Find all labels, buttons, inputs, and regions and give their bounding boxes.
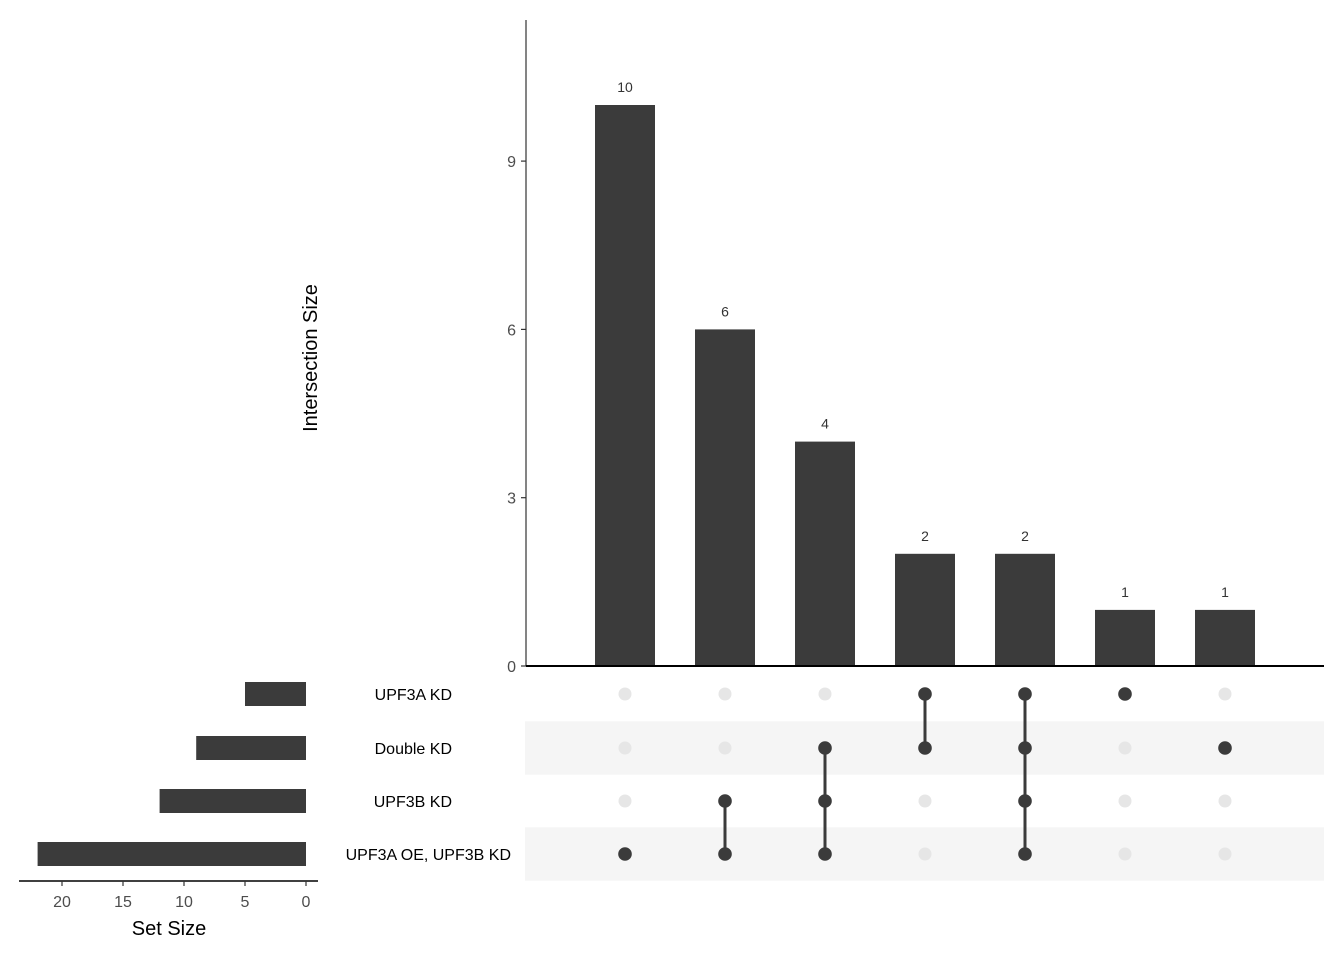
matrix-dot-active [918, 741, 932, 755]
set-size-bar [37, 842, 306, 866]
matrix-dot-inactive [718, 687, 732, 701]
intersection-bar [895, 553, 955, 666]
set-axis-tick-label: 0 [302, 894, 311, 911]
matrix-dot-active [1018, 687, 1032, 701]
matrix-dot-active [818, 794, 832, 808]
set-label: Double KD [375, 741, 452, 758]
matrix-dot-active [1218, 741, 1232, 755]
set-labels: UPF3A KD Double KD UPF3B KD UPF3A OE, UPF3B… [346, 687, 511, 864]
matrix-dot-active [718, 847, 732, 861]
y-tick-label: 0 [507, 659, 516, 676]
set-size-bars [37, 682, 306, 866]
intersection-bar [795, 441, 855, 666]
matrix-dot-inactive [1218, 847, 1232, 861]
bar-value-label: 1 [1121, 584, 1129, 600]
matrix-dot-active [1118, 687, 1132, 701]
bar-value-label: 6 [721, 303, 729, 319]
matrix-dot-active [618, 847, 632, 861]
intersection-bar [595, 105, 655, 666]
set-size-bar [245, 682, 306, 706]
matrix-dot-inactive [818, 687, 832, 701]
bar-value-label: 2 [1021, 528, 1029, 544]
bar-value-label: 4 [821, 416, 829, 432]
set-label: UPF3A KD [375, 687, 452, 704]
set-axis-tick-label: 5 [241, 894, 250, 911]
intersection-bar [1195, 609, 1255, 666]
y-tick-label: 3 [507, 491, 516, 508]
set-size-bar [159, 789, 306, 813]
matrix-dot-inactive [1118, 794, 1132, 808]
matrix-dot-inactive [918, 794, 932, 808]
intersection-bar [1095, 609, 1155, 666]
intersection-bar [995, 553, 1055, 666]
y-tick-label: 6 [507, 322, 516, 339]
set-size-axis: 20 15 10 5 0 [19, 880, 318, 911]
intersection-bar [695, 329, 755, 666]
set-label: UPF3B KD [374, 794, 452, 811]
set-size-axis-title: Set Size [132, 918, 206, 940]
bar-value-label: 2 [921, 528, 929, 544]
matrix-dot-active [818, 741, 832, 755]
set-axis-tick-label: 15 [114, 894, 132, 911]
matrix-dot-active [818, 847, 832, 861]
y-axis-title: Intersection Size [300, 284, 322, 432]
set-label: UPF3A OE, UPF3B KD [346, 847, 511, 864]
bar-value-label: 10 [617, 79, 633, 95]
matrix-dot-active [718, 794, 732, 808]
matrix-dot-active [918, 687, 932, 701]
set-size-bar [196, 736, 306, 760]
set-axis-tick-label: 20 [53, 894, 71, 911]
intersection-size-bars: 10 6 4 2 2 1 1 [595, 79, 1255, 666]
y-tick-label: 9 [507, 154, 516, 171]
matrix-dot-inactive [718, 741, 732, 755]
matrix-dot-active [1018, 847, 1032, 861]
matrix-dot-inactive [1218, 794, 1232, 808]
matrix-dot-inactive [1118, 847, 1132, 861]
matrix-dot-inactive [618, 741, 632, 755]
matrix-dot-inactive [918, 847, 932, 861]
matrix-dot-active [1018, 794, 1032, 808]
matrix-dot-inactive [1118, 741, 1132, 755]
intersection-matrix [618, 687, 1232, 861]
intersection-size-axis: 0 3 6 9 [507, 20, 1324, 676]
matrix-dot-inactive [618, 687, 632, 701]
matrix-dot-active [1018, 741, 1032, 755]
set-axis-tick-label: 10 [175, 894, 193, 911]
matrix-dot-inactive [618, 794, 632, 808]
matrix-dot-inactive [1218, 687, 1232, 701]
bar-value-label: 1 [1221, 584, 1229, 600]
